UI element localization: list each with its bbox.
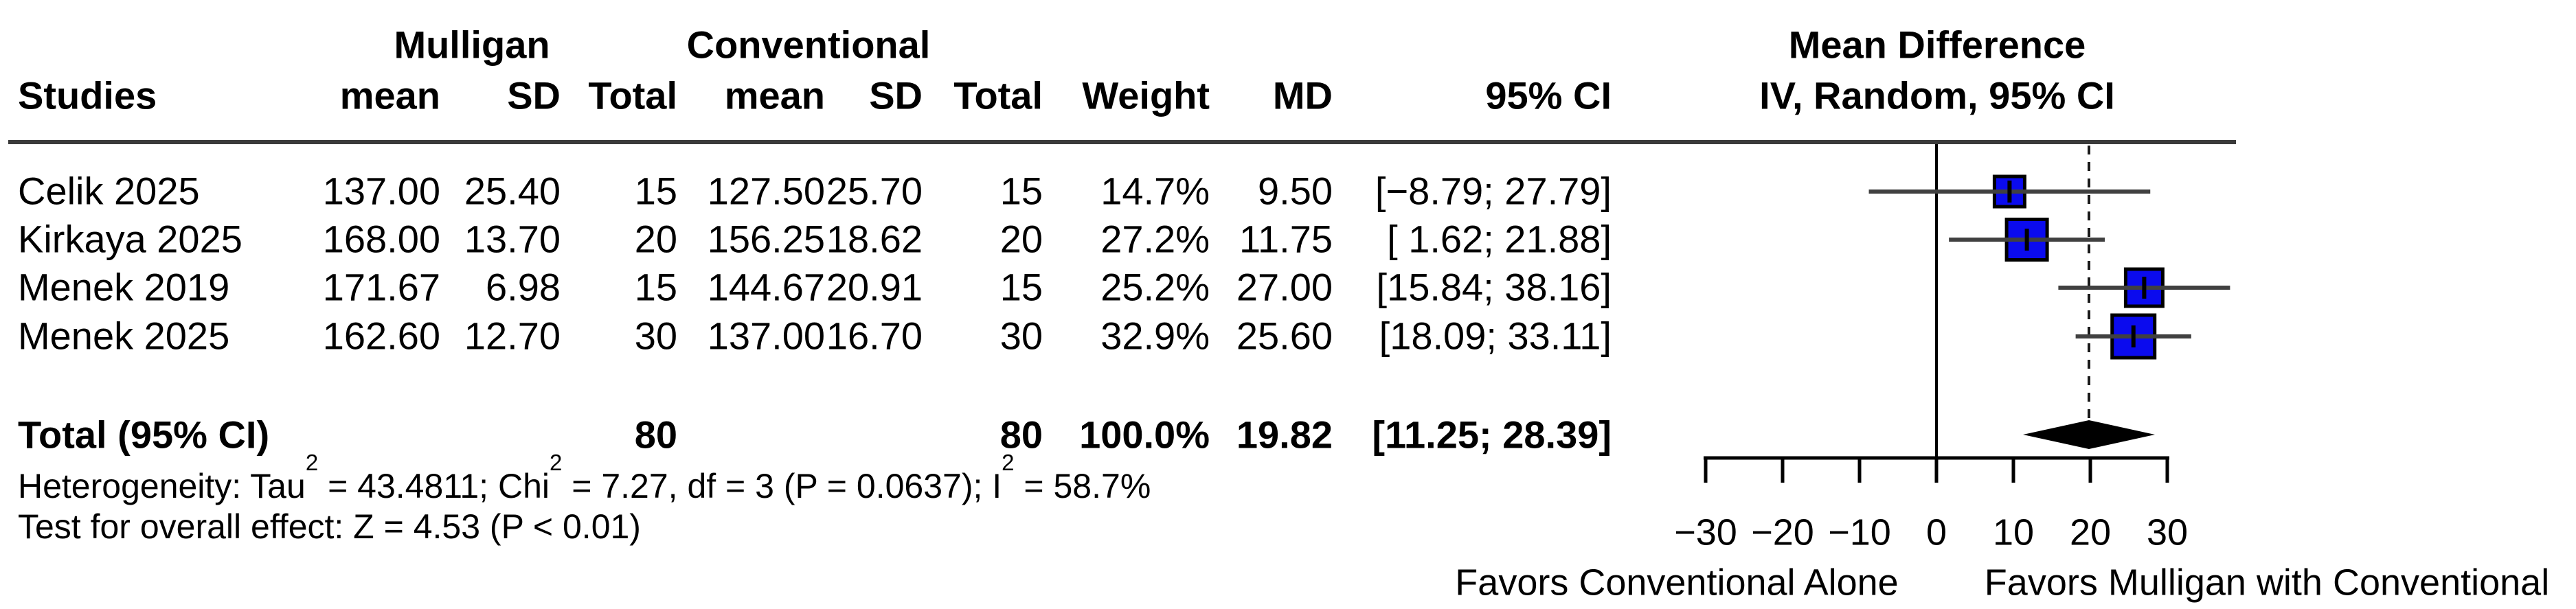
het-part: = 7.27, df = 3 (P = 0.0637); I — [562, 466, 1002, 505]
cell-total1: 20 — [634, 217, 677, 261]
col-header-sd2: SD — [869, 73, 923, 117]
chi-squared-sup: 2 — [550, 450, 563, 476]
total-ci: [11.25; 28.39] — [1372, 413, 1612, 457]
header-separator — [8, 140, 2236, 144]
axis-tick-label: 0 — [1925, 512, 1947, 553]
col-header-sd1: SD — [507, 73, 561, 117]
axis-tick-label: −20 — [1751, 512, 1814, 553]
study-name: Celik 2025 — [18, 169, 200, 213]
heterogeneity-text: Heterogeneity: Tau2 = 43.4811; Chi2 = 7.… — [18, 451, 1151, 505]
total-n-conventional: 80 — [999, 413, 1043, 457]
total-row-label: Total (95% CI) — [18, 413, 270, 457]
cell-sd1: 13.70 — [464, 217, 561, 261]
col-header-total1: Total — [588, 73, 677, 117]
cell-total2: 30 — [999, 314, 1043, 358]
cell-weight: 25.2% — [1100, 265, 1210, 309]
cell-weight: 32.9% — [1100, 314, 1210, 358]
overall-effect-text: Test for overall effect: Z = 4.53 (P < 0… — [18, 507, 641, 546]
het-part: Heterogeneity: Tau — [18, 466, 306, 505]
cell-mean2: 144.67 — [707, 265, 825, 309]
col-header-weight: Weight — [1082, 73, 1210, 117]
col-header-studies: Studies — [18, 73, 157, 117]
cell-mean1: 162.60 — [322, 314, 440, 358]
cell-sd2: 20.91 — [826, 265, 923, 309]
col-header-md: MD — [1272, 73, 1333, 117]
total-n-mulligan: 80 — [634, 413, 677, 457]
cell-ci: [−8.79; 27.79] — [1375, 169, 1612, 213]
cell-sd1: 12.70 — [464, 314, 561, 358]
axis-tick-label: 20 — [2069, 512, 2112, 553]
cell-sd2: 18.62 — [826, 217, 923, 261]
cell-weight: 14.7% — [1100, 169, 1210, 213]
col-header-ci: 95% CI — [1485, 73, 1612, 117]
cell-sd1: 25.40 — [464, 169, 561, 213]
cell-mean1: 171.67 — [322, 265, 440, 309]
group-header-mulligan: Mulligan — [394, 23, 550, 67]
group-header-conventional: Conventional — [686, 23, 931, 67]
effect-header-line1: Mean Difference — [1788, 23, 2086, 67]
cell-mean1: 168.00 — [322, 217, 440, 261]
study-name: Kirkaya 2025 — [18, 217, 242, 261]
cell-mean2: 127.50 — [707, 169, 825, 213]
cell-md: 11.75 — [1239, 217, 1333, 261]
axis-tick-label: 30 — [2146, 512, 2189, 553]
cell-total1: 15 — [634, 169, 677, 213]
axis-tick-label: −10 — [1828, 512, 1891, 553]
cell-weight: 27.2% — [1100, 217, 1210, 261]
col-header-mean2: mean — [724, 73, 825, 117]
cell-md: 9.50 — [1258, 169, 1333, 213]
cell-total1: 15 — [634, 265, 677, 309]
cell-md: 27.00 — [1236, 265, 1333, 309]
cell-ci: [ 1.62; 21.88] — [1387, 217, 1612, 261]
total-weight: 100.0% — [1079, 413, 1210, 457]
het-part: = 58.7% — [1014, 466, 1151, 505]
cell-total1: 30 — [634, 314, 677, 358]
study-name: Menek 2025 — [18, 314, 230, 358]
het-part: = 43.4811; Chi — [318, 466, 550, 505]
cell-mean2: 156.25 — [707, 217, 825, 261]
cell-mean2: 137.00 — [707, 314, 825, 358]
cell-total2: 15 — [999, 169, 1043, 213]
cell-sd2: 16.70 — [826, 314, 923, 358]
effect-header-line2: IV, Random, 95% CI — [1759, 73, 2115, 117]
favors-right-label: Favors Mulligan with Conventional — [1984, 562, 2550, 604]
axis-tick-label: 10 — [1992, 512, 2035, 553]
study-name: Menek 2019 — [18, 265, 230, 309]
cell-sd2: 25.70 — [826, 169, 923, 213]
cell-total2: 15 — [999, 265, 1043, 309]
tau-squared-sup: 2 — [305, 450, 319, 476]
cell-md: 25.60 — [1236, 314, 1333, 358]
favors-left-label: Favors Conventional Alone — [1455, 562, 1899, 604]
i-squared-sup: 2 — [1002, 450, 1015, 476]
total-md: 19.82 — [1236, 413, 1333, 457]
cell-ci: [18.09; 33.11] — [1379, 314, 1612, 358]
col-header-mean1: mean — [339, 73, 440, 117]
cell-sd1: 6.98 — [486, 265, 561, 309]
cell-total2: 20 — [999, 217, 1043, 261]
pooled-diamond — [2023, 420, 2155, 449]
col-header-total2: Total — [953, 73, 1043, 117]
axis-tick-label: −30 — [1674, 512, 1737, 553]
cell-mean1: 137.00 — [322, 169, 440, 213]
cell-ci: [15.84; 38.16] — [1376, 265, 1612, 309]
